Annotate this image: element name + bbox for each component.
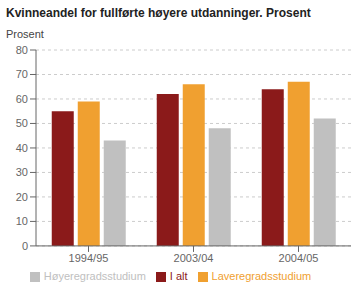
html-text:I alt: I alt	[169, 269, 188, 282]
svg-text:50: 50	[16, 117, 28, 129]
html-text:Kvinneandel for fullførte høye: Kvinneandel for fullførte høyere utdanni…	[6, 6, 311, 20]
svg-text:20: 20	[16, 191, 28, 203]
html-text:Laveregradsstudium: Laveregradsstudium	[211, 269, 312, 282]
svg-text:0: 0	[22, 240, 28, 252]
svg-text:70: 70	[16, 68, 28, 80]
svg-text:1994/95: 1994/95	[69, 252, 109, 264]
html-text:Høyeregradsstudium: Høyeregradsstudium	[43, 269, 146, 282]
svg-text:80: 80	[16, 44, 28, 56]
html-text:Prosent: Prosent	[6, 28, 44, 40]
svg-text:60: 60	[16, 93, 28, 105]
svg-text:30: 30	[16, 166, 28, 178]
svg-text:10: 10	[16, 215, 28, 227]
svg-text:2004/05: 2004/05	[279, 252, 319, 264]
svg-text:40: 40	[16, 142, 28, 154]
svg-text:2003/04: 2003/04	[174, 252, 214, 264]
